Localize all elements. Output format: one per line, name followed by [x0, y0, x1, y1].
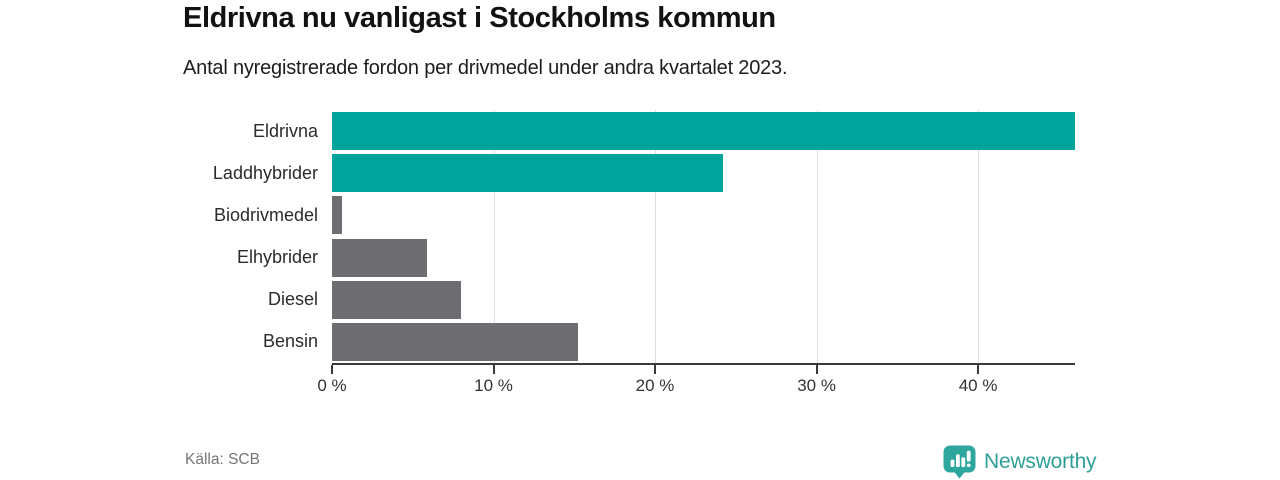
newsworthy-logo-icon: [943, 445, 976, 479]
x-axis-tick-label: 10 %: [474, 376, 513, 395]
chart-subtitle: Antal nyregistrerade fordon per drivmede…: [183, 57, 788, 79]
bar-row: [332, 279, 1075, 321]
bar-row: [332, 321, 1075, 363]
gridline: [816, 110, 818, 363]
category-label: Elhybrider: [236, 247, 318, 268]
bar-row: [332, 237, 1075, 279]
x-axis-tick: [654, 365, 657, 374]
category-label: Diesel: [267, 289, 318, 310]
bar-bensin: [332, 322, 578, 361]
x-axis-tick-label: 20 %: [635, 376, 675, 395]
category-axis-labels: Eldrivna Laddhybrider Biodrivmedel Elhybrid…: [0, 110, 318, 363]
bar-row: [332, 194, 1075, 236]
plot-area: [332, 110, 1075, 363]
brand-wordmark: Newsworthy: [984, 450, 1097, 473]
bar-elhybrider: [332, 238, 428, 277]
chart-title: Eldrivna nu vanligast i Stockholms kommu…: [183, 2, 776, 34]
x-axis: 0 % 10 % 20 % 30 % 40 %: [317, 363, 1075, 408]
bar-biodrivmedel: [332, 196, 342, 235]
category-label: Eldrivna: [252, 120, 318, 141]
source-note: Källa: SCB: [185, 451, 260, 468]
x-axis-tick: [977, 365, 980, 374]
x-axis-tick-label: 30 %: [797, 376, 836, 395]
bar-rows: [332, 110, 1075, 363]
brand-lockup: Newsworthy: [943, 445, 1097, 479]
x-axis-tick: [492, 365, 495, 374]
x-axis-tick-label: 40 %: [958, 376, 998, 395]
x-axis-tick: [331, 365, 333, 374]
bar-row: [332, 110, 1075, 152]
gridline: [493, 110, 495, 363]
category-label: Bensin: [262, 331, 318, 352]
bar-row: [332, 152, 1075, 194]
x-axis-tick-label: 0 %: [317, 376, 347, 395]
bar-laddhybrider: [332, 154, 723, 193]
gridline: [978, 110, 980, 363]
bar-eldrivna: [332, 112, 1075, 151]
x-axis-tick: [815, 365, 818, 374]
gridline: [655, 110, 657, 363]
category-label: Biodrivmedel: [213, 204, 318, 225]
category-label: Laddhybrider: [212, 162, 318, 183]
bar-diesel: [332, 280, 462, 319]
x-axis-line: [332, 363, 1075, 365]
